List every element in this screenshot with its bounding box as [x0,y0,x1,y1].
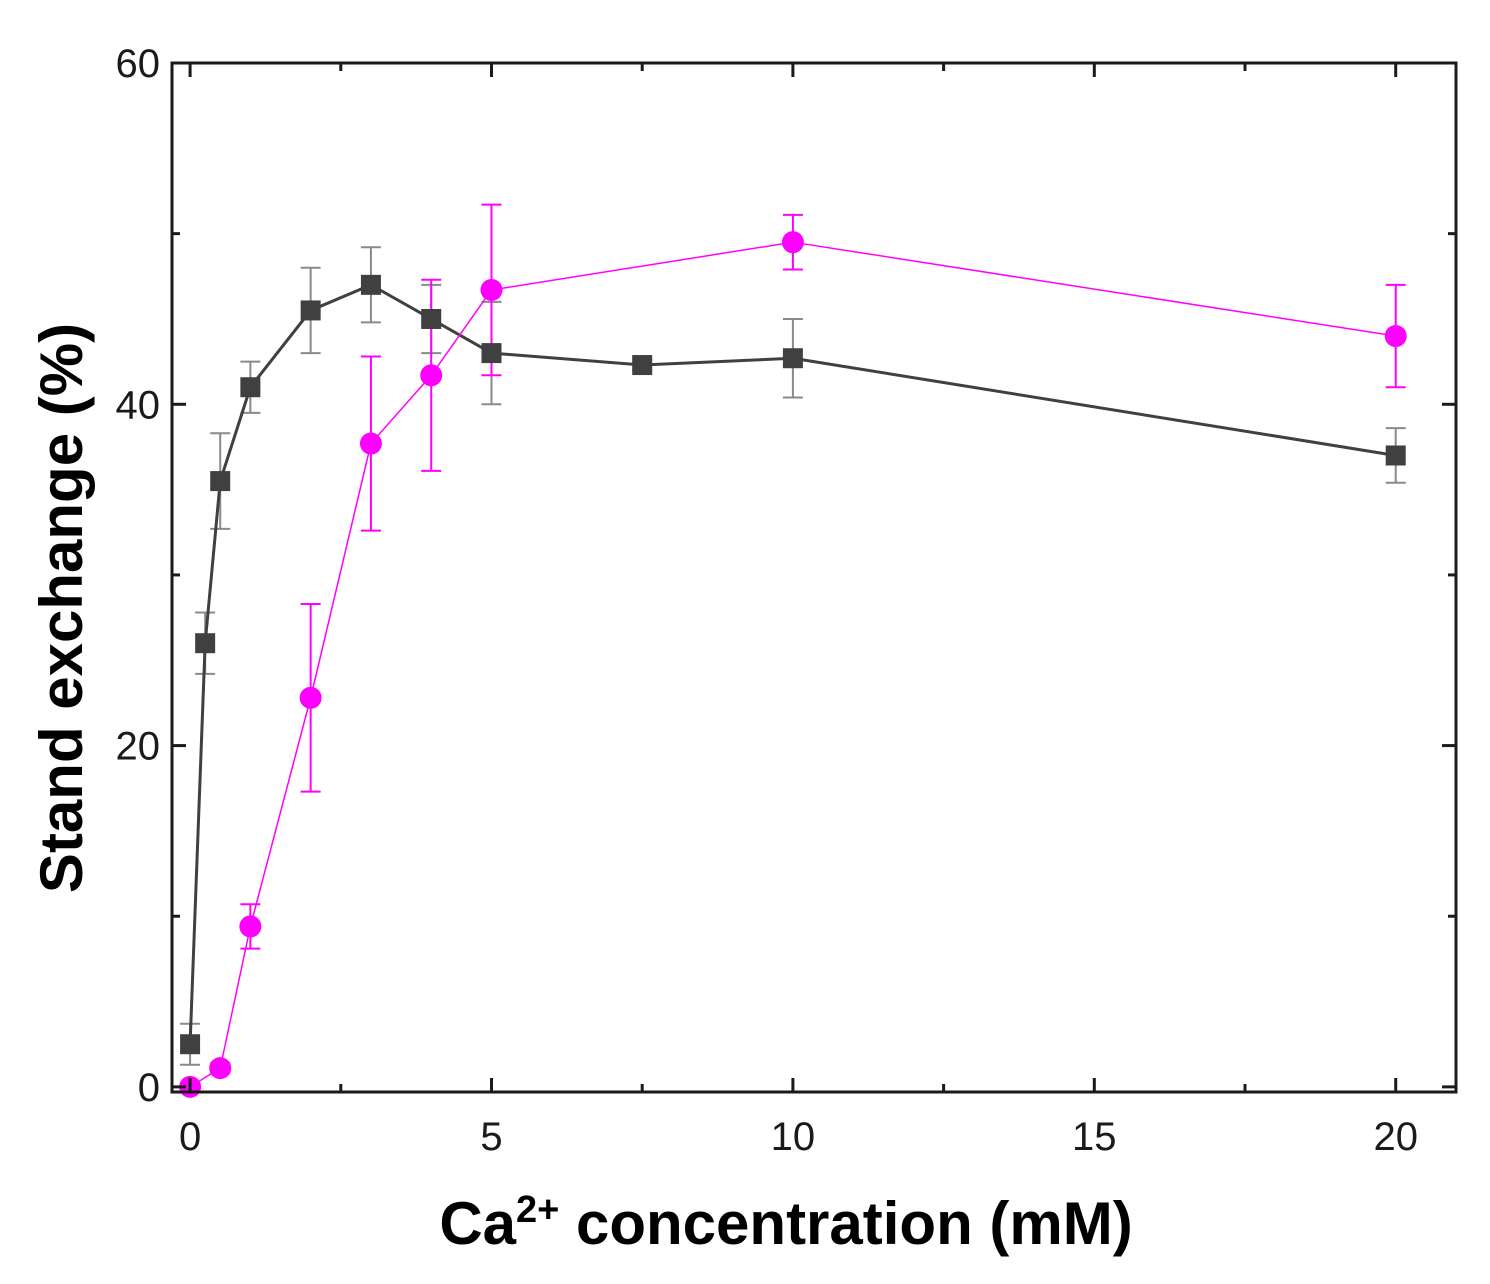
data-point-square [1385,445,1406,466]
data-point-square [481,343,502,364]
plot-frame [170,61,1458,1094]
x-axis-title-suffix: concentration (mM) [559,1190,1132,1257]
x-tick-label: 5 [480,1115,502,1159]
data-point-square [300,300,321,321]
x-tick-label: 15 [1072,1115,1117,1159]
data-point-square [240,377,261,398]
data-point-circle [209,1057,232,1080]
data-point-square [180,1034,201,1055]
y-axis-title: Stand exchange (%) [28,323,95,893]
data-point-square [210,471,231,492]
y-tick-label: 60 [116,42,161,86]
data-point-circle [239,915,262,938]
x-tick-label: 20 [1373,1115,1418,1159]
x-tick-label: 0 [179,1115,201,1159]
data-point-circle [480,278,503,301]
data-point-circle [1384,325,1407,348]
x-tick-label: 10 [771,1115,816,1159]
tick-labels-layer: 0 5 10 15 20 0 20 40 60 [116,42,1418,1159]
x-axis-title-superscript: 2+ [516,1189,559,1231]
y-tick-label: 40 [116,383,161,427]
data-point-square [782,348,803,369]
data-point-square [421,308,442,329]
y-tick-label: 20 [116,725,161,769]
y-tick-label: 0 [138,1066,160,1110]
data-point-square [195,633,216,654]
axes-layer [170,61,1458,1094]
x-axis-title-prefix: Ca [439,1190,516,1257]
data-point-circle [420,364,443,387]
data-point-circle [299,686,322,709]
data-point-circle [781,231,804,254]
data-point-square [632,355,653,376]
data-point-square [360,274,381,295]
x-axis-title: Ca2+ concentration (mM) [439,1189,1132,1257]
data-point-circle [359,432,382,455]
